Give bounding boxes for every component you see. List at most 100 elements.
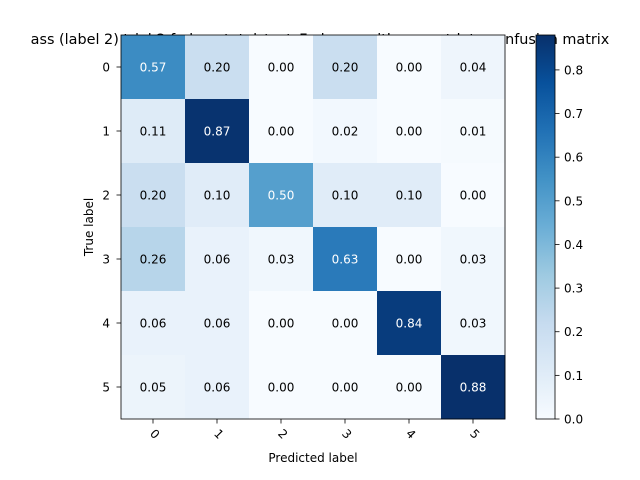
heatmap-cell <box>377 163 442 228</box>
colorbar-tick-label: 0.6 <box>564 151 583 165</box>
heatmap-cells: 0.57 0.20 0.00 0.20 0.00 0.04 0.11 0.87 0.00 0.02… <box>121 35 506 420</box>
heatmap-cell <box>377 227 442 292</box>
y-tick-label: 2 <box>102 189 110 203</box>
heatmap-cell <box>185 355 250 420</box>
cell-value-label: 0.06 <box>204 317 231 331</box>
y-tick-label: 0 <box>102 61 110 75</box>
y-tick-label: 4 <box>102 317 110 331</box>
heatmap-cell <box>249 355 314 420</box>
colorbar-tick-label: 0.5 <box>564 194 583 208</box>
cell-value-label: 0.01 <box>460 125 487 139</box>
colorbar <box>535 34 556 420</box>
cell-value-label: 0.20 <box>332 61 359 75</box>
plot-frame <box>120 34 506 420</box>
cell-value-label: 0.00 <box>268 61 295 75</box>
cell-value-label: 0.02 <box>332 125 359 139</box>
y-tick-label: 5 <box>102 381 110 395</box>
heatmap-cell <box>377 35 442 100</box>
heatmap-cell <box>121 355 186 420</box>
cell-value-label: 0.06 <box>140 317 167 331</box>
x-tick-label: 1 <box>211 427 226 442</box>
heatmap-cell <box>377 99 442 164</box>
heatmap-cell <box>313 291 378 356</box>
colorbar-tick-label: 0.7 <box>564 107 583 121</box>
heatmap-cell <box>249 163 314 228</box>
heatmap-cell <box>121 291 186 356</box>
heatmap-cell <box>121 163 186 228</box>
colorbar-tick-label: 0.2 <box>564 325 583 339</box>
y-axis-label: True label <box>82 198 96 257</box>
cell-value-label: 0.03 <box>460 253 487 267</box>
cell-value-label: 0.00 <box>396 253 423 267</box>
heatmap-cell <box>185 99 250 164</box>
x-axis-ticks: 0 1 2 3 4 5 <box>147 419 482 442</box>
heatmap-cell <box>185 291 250 356</box>
cell-value-label: 0.10 <box>332 189 359 203</box>
heatmap-cell <box>121 35 186 100</box>
colorbar-ticks: 0.0 0.1 0.2 0.3 0.4 0.5 0.6 0.7 0.8 <box>555 63 583 427</box>
colorbar-tick-label: 0.0 <box>564 413 583 427</box>
heatmap-cell <box>313 227 378 292</box>
cell-value-label: 0.06 <box>204 381 231 395</box>
cell-value-label: 0.88 <box>460 381 487 395</box>
cell-value-label: 0.10 <box>204 189 231 203</box>
cell-value-label: 0.00 <box>396 61 423 75</box>
heatmap-cell <box>313 355 378 420</box>
heatmap-cell <box>249 35 314 100</box>
cell-value-label: 0.04 <box>460 61 487 75</box>
heatmap-cell <box>441 163 506 228</box>
heatmap-cell <box>185 163 250 228</box>
heatmap-cell <box>441 291 506 356</box>
x-tick-label: 2 <box>275 427 290 442</box>
heatmap-cell <box>441 35 506 100</box>
heatmap-cell <box>185 227 250 292</box>
y-tick-label: 3 <box>102 253 110 267</box>
cell-value-label: 0.26 <box>140 253 167 267</box>
heatmap-cell <box>441 355 506 420</box>
heatmap-cell <box>249 227 314 292</box>
heatmap-cell <box>313 99 378 164</box>
y-axis-ticks: 0 1 2 3 4 5 <box>102 61 121 395</box>
heatmap-cell <box>249 99 314 164</box>
cell-value-label: 0.63 <box>332 253 359 267</box>
cell-value-label: 0.03 <box>460 317 487 331</box>
colorbar-tick-label: 0.8 <box>564 63 583 77</box>
heatmap-cell <box>121 227 186 292</box>
x-tick-label: 0 <box>147 427 162 442</box>
cell-value-label: 0.00 <box>268 317 295 331</box>
cell-value-label: 0.11 <box>140 125 167 139</box>
cell-value-label: 0.00 <box>268 125 295 139</box>
x-axis-label: Predicted label <box>268 451 357 465</box>
y-tick-label: 1 <box>102 125 110 139</box>
heatmap-cell <box>441 227 506 292</box>
x-tick-label: 3 <box>339 427 354 442</box>
colorbar-tick-label: 0.1 <box>564 369 583 383</box>
cell-value-label: 0.84 <box>396 317 423 331</box>
cell-value-label: 0.87 <box>204 125 231 139</box>
heatmap-cell <box>441 99 506 164</box>
cell-value-label: 0.20 <box>204 61 231 75</box>
heatmap-cell <box>377 355 442 420</box>
cell-value-label: 0.20 <box>140 189 167 203</box>
heatmap-cell <box>313 35 378 100</box>
x-tick-label: 4 <box>403 427 418 442</box>
heatmap-cell <box>313 163 378 228</box>
cell-value-label: 0.00 <box>396 125 423 139</box>
cell-value-label: 0.00 <box>460 189 487 203</box>
cell-value-label: 0.57 <box>140 61 167 75</box>
cell-value-label: 0.00 <box>332 381 359 395</box>
colorbar-tick-label: 0.4 <box>564 238 583 252</box>
cell-value-label: 0.03 <box>268 253 295 267</box>
cell-value-label: 0.00 <box>268 381 295 395</box>
colorbar-tick-label: 0.3 <box>564 282 583 296</box>
cell-value-label: 0.10 <box>396 189 423 203</box>
cell-value-label: 0.50 <box>268 189 295 203</box>
heatmap-cell <box>121 99 186 164</box>
heatmap-cell <box>185 35 250 100</box>
heatmap-cell <box>249 291 314 356</box>
cell-value-label: 0.00 <box>396 381 423 395</box>
cell-value-label: 0.00 <box>332 317 359 331</box>
cell-value-label: 0.06 <box>204 253 231 267</box>
heatmap-cell <box>377 291 442 356</box>
